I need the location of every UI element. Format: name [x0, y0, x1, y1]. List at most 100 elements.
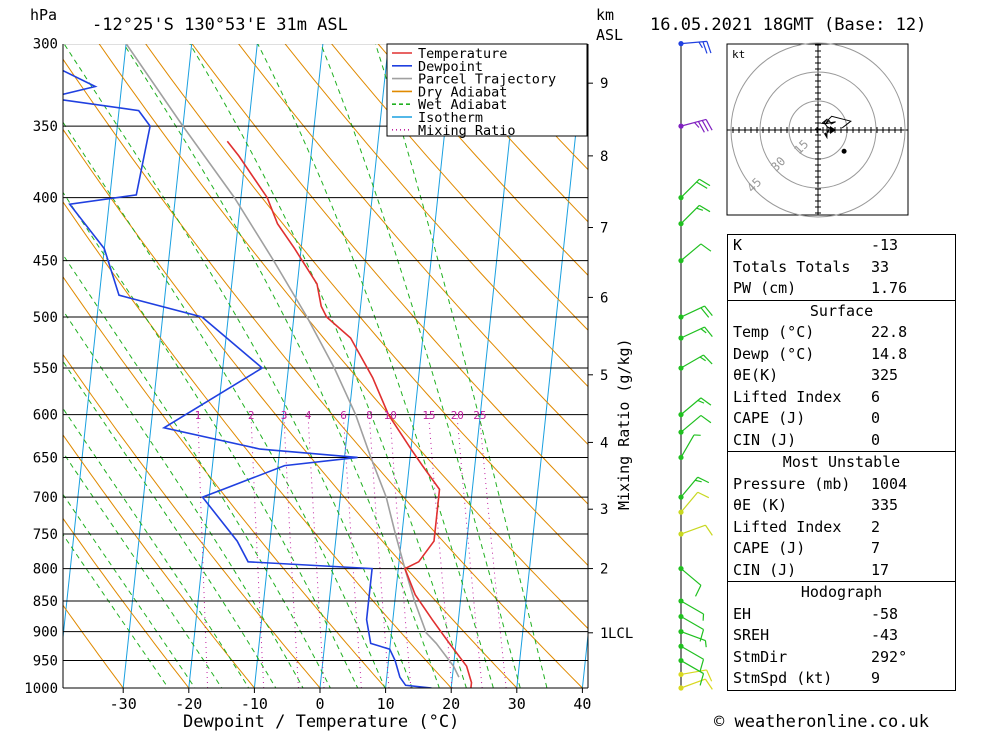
wind-barb-flag: [697, 399, 705, 404]
dry-adiabat-line: [63, 604, 124, 688]
x-tick-label: -20: [175, 695, 202, 713]
index-label: StmSpd (kt): [733, 669, 833, 687]
dry-adiabat-line: [63, 434, 256, 688]
wind-barb-flag: [700, 397, 712, 406]
location-title: -12°25'S 130°53'E 31m ASL: [92, 15, 348, 35]
index-label: CIN (J): [733, 560, 797, 579]
km-tick-label: 4: [600, 435, 608, 451]
dry-adiabat-line: [284, 44, 588, 388]
wind-barb: [678, 118, 713, 133]
pressure-tick-label: 450: [33, 254, 58, 270]
storm-motion-arrow: [830, 126, 836, 134]
wind-profile: [678, 40, 713, 691]
mixing-ratio-label: 15: [422, 409, 435, 422]
wind-barb-staff: [680, 524, 706, 535]
index-value: 33: [871, 257, 890, 276]
index-label: K: [733, 236, 743, 254]
series-lines: [63, 44, 473, 688]
mixing-ratio-label: 2: [248, 409, 255, 422]
wet-adiabat-line: [123, 44, 440, 688]
index-value: -43: [871, 626, 899, 644]
wind-barb: [678, 305, 713, 320]
wet-adiabat-line: [63, 407, 250, 688]
lcl-label: LCL: [608, 626, 633, 642]
wind-barb: [678, 243, 712, 264]
wet-adiabat-line: [63, 493, 196, 688]
index-row: K -13: [728, 235, 955, 257]
index-label: SREH: [733, 626, 770, 644]
mixing-ratio-line: [197, 414, 209, 688]
mixing-ratio-label: 4: [305, 409, 312, 422]
index-value: -58: [871, 604, 899, 623]
wind-barb: [678, 491, 710, 515]
wet-adiabat-line: [189, 44, 467, 688]
wind-barb-staff: [680, 118, 707, 127]
index-row: Pressure (mb) 1004: [728, 474, 955, 496]
index-row: EH -58: [728, 604, 955, 626]
wind-barb: [678, 434, 701, 461]
hodograph-section: Hodograph EH -58 SREH -43 StmDir 292° StmSp…: [728, 581, 955, 690]
index-value: 0: [871, 409, 881, 427]
wind-barb-staff: [680, 354, 704, 369]
dry-adiabat-line: [63, 201, 452, 688]
legend-label: Temperature: [418, 46, 507, 62]
wind-barb-dot: [678, 671, 684, 678]
mixing-ratio-line: [250, 414, 265, 688]
wind-barb: [678, 678, 713, 691]
wind-barb-flag: [699, 673, 705, 686]
index-label: θE(K): [733, 366, 779, 384]
wind-barb: [678, 524, 713, 537]
isotherm-line: [516, 44, 586, 688]
x-tick-label: 40: [573, 695, 591, 713]
index-value: 22.8: [871, 323, 908, 341]
wind-barb: [678, 669, 713, 682]
legend-label: Wet Adiabat: [418, 97, 507, 113]
hodograph-ring: [759, 71, 877, 189]
index-value: 335: [871, 496, 899, 514]
wind-barb-staff: [680, 645, 704, 660]
wind-barb-staff: [680, 305, 705, 318]
dry-adiabat-line: [63, 517, 190, 688]
mixing-ratio-label: 25: [473, 409, 486, 422]
index-row: StmSpd (kt) 9: [728, 668, 955, 690]
index-row: Totals Totals 33: [728, 257, 955, 279]
wet-adiabat-line: [257, 44, 494, 688]
index-row: Dewp (°C) 14.8: [728, 344, 955, 366]
wind-barb-flag: [699, 204, 711, 213]
wind-barb: [678, 598, 705, 621]
general-indices: K -13 Totals Totals 33 PW (cm) 1.76: [728, 235, 955, 300]
isotherm-line: [385, 44, 455, 688]
wind-barb-flag: [704, 640, 707, 648]
index-value: 7: [871, 539, 881, 557]
wind-barb-flag: [694, 122, 700, 128]
wind-barb-flag: [697, 476, 710, 484]
wind-barb: [678, 397, 712, 418]
pressure-tick-label: 800: [33, 562, 58, 578]
wind-barb: [678, 643, 705, 672]
wind-barb-flag: [704, 305, 713, 317]
km-tick-label: 9: [600, 76, 608, 92]
index-value: 0: [871, 430, 881, 449]
pressure-tick-label: 500: [33, 310, 58, 326]
mixing-ratio-line: [428, 414, 453, 688]
pressure-tick-label: 600: [33, 408, 58, 424]
mixing-ratio-labels: 1 2 3 4 6 8 10 15 20 25: [195, 409, 487, 422]
index-value: -13: [871, 236, 899, 254]
wind-barb-flag: [697, 121, 705, 133]
wind-barb-staff: [680, 204, 700, 225]
wind-barb-flag: [700, 307, 710, 318]
index-label: Dewp (°C): [733, 344, 815, 363]
km-tick-label: 6: [600, 290, 608, 306]
hodograph-ring: [730, 42, 906, 218]
wet-adiabat-line: [63, 121, 386, 688]
wind-barb-flag: [697, 491, 710, 499]
wind-barb-dot: [678, 531, 684, 537]
wind-barb-staff: [680, 434, 695, 458]
wind-barb-flag: [704, 524, 713, 536]
pressure-tick-label: 400: [33, 191, 58, 207]
dry-adiabat-line: [98, 44, 588, 630]
x-tick-label: 10: [377, 695, 395, 713]
index-value: 1.76: [871, 279, 908, 297]
